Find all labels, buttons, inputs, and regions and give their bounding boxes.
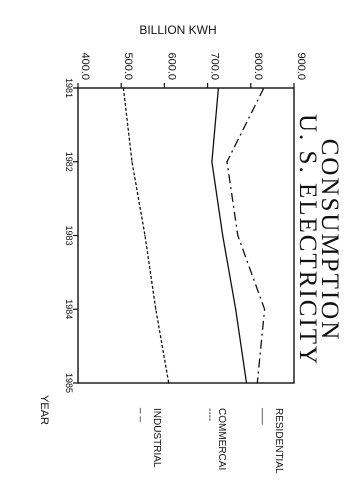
data-point-residential-4: [256, 382, 258, 384]
y-tick-label: 700.0: [209, 52, 221, 80]
legend-sample-industrial: _ _: [139, 407, 150, 422]
data-point-industrial-0: [122, 87, 124, 89]
data-point-industrial-4: [168, 382, 170, 384]
x-tick-label: 1983: [64, 225, 74, 245]
y-tick-label: 500.0: [122, 52, 134, 80]
data-point-residential-2: [237, 234, 239, 237]
data-point-residential-0: [263, 87, 265, 89]
data-point-industrial-1: [131, 161, 133, 163]
data-point-commercai-3: [235, 308, 237, 310]
legend-sample-residential: ___: [261, 407, 272, 425]
series-lines: [122, 87, 266, 384]
x-tick-label: 1984: [64, 299, 74, 319]
series-line-commercai: [211, 87, 248, 384]
data-point-commercai-1: [211, 161, 213, 163]
legend-label-residential: RESIDENTIAL: [273, 408, 284, 474]
x-axis-label: YEAR: [38, 395, 50, 425]
legend: RESIDENTIAL___ COMMERCAI---- INDUSTRIAL_ _: [139, 407, 284, 474]
x-tick-label: 1981: [64, 78, 74, 98]
data-point-commercai-4: [245, 382, 248, 384]
y-tick-label: 400.0: [79, 52, 91, 80]
y-axis: 400.0 500.0 600.0 700.0 800.0 900.0: [77, 52, 307, 88]
legend-sample-commercai: ----: [204, 408, 215, 421]
data-point-residential-3: [264, 308, 266, 310]
chart-title-line1: U. S. ELECTRICITY: [294, 114, 321, 366]
x-axis: 1981 1982 1983 1984 1985: [64, 78, 78, 393]
y-tick-label: 800.0: [252, 52, 264, 80]
series-line-industrial: [122, 87, 170, 384]
data-point-commercai-2: [222, 234, 224, 237]
series-line-residential: [226, 87, 266, 384]
legend-label-industrial: INDUSTRIAL: [151, 408, 162, 468]
data-point-industrial-2: [144, 234, 146, 237]
y-axis-label: BILLION KWH: [139, 23, 216, 37]
chart-title-line2: CONSUMPTION: [316, 139, 343, 342]
data-point-commercai-0: [217, 87, 219, 89]
data-point-residential-1: [226, 161, 228, 163]
legend-label-commercai: COMMERCAI: [216, 408, 227, 470]
y-tick-label: 600.0: [165, 52, 177, 80]
x-tick-label: 1985: [64, 373, 74, 393]
x-tick-label: 1982: [64, 152, 74, 172]
y-tick-label: 900.0: [295, 52, 307, 80]
data-point-industrial-3: [155, 308, 157, 310]
plot-frame: [77, 87, 295, 384]
